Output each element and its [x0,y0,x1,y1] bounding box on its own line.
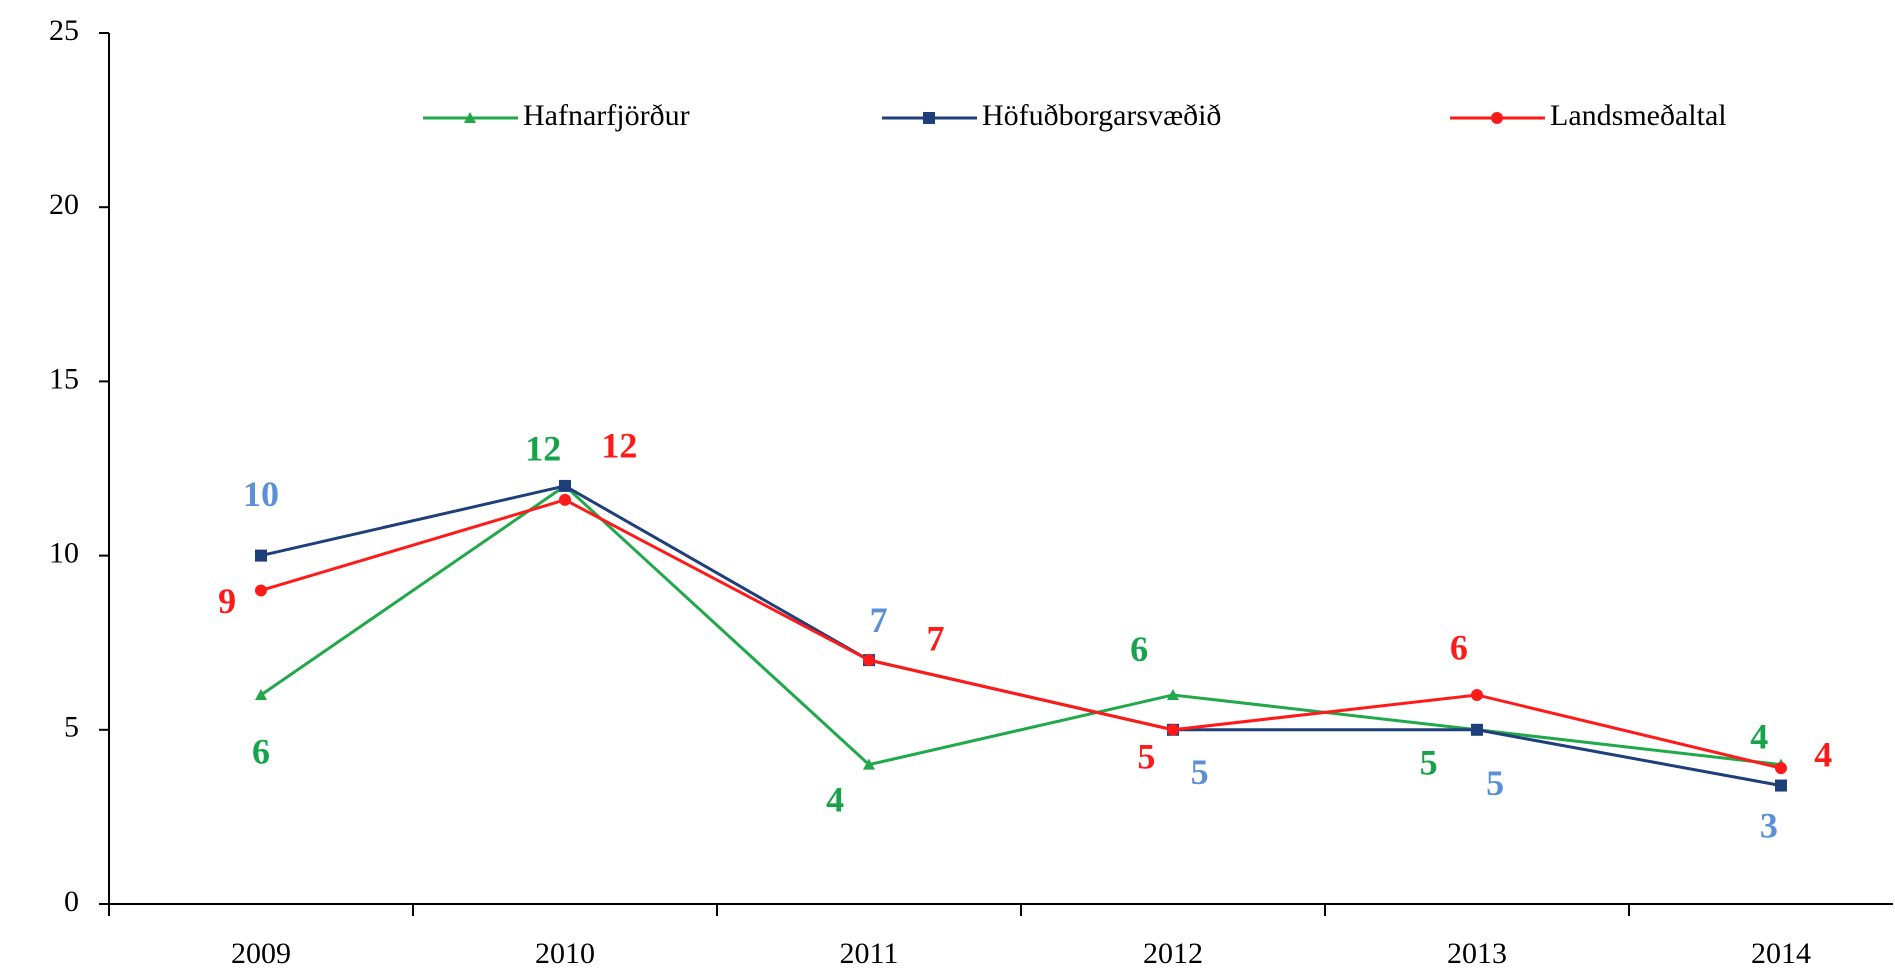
marker [1775,762,1787,775]
data-label: 4 [1750,717,1768,757]
data-label: 5 [1420,742,1438,782]
marker [255,688,267,700]
y-tick-label: 10 [49,536,79,569]
data-label: 6 [1450,628,1468,668]
x-tick-label: 2009 [231,937,291,970]
x-tick-label: 2013 [1447,937,1507,970]
legend-label: Höfuðborgarsvæðið [982,99,1221,132]
data-label: 12 [601,425,637,465]
marker [923,112,935,124]
data-label: 6 [1130,629,1148,669]
data-label: 5 [1191,752,1209,792]
marker [863,654,875,667]
marker [1471,688,1483,701]
x-tick-label: 2010 [535,937,595,970]
data-label: 9 [218,581,236,621]
data-label: 4 [826,780,844,820]
y-tick-label: 25 [49,14,79,47]
marker [863,758,875,770]
y-tick-label: 0 [64,885,79,918]
data-label: 7 [870,600,888,640]
data-label: 4 [1814,735,1832,775]
series-line [260,498,1782,770]
y-tick-label: 15 [49,362,79,395]
marker [464,112,476,123]
legend-label: Hafnarfjörður [523,99,690,132]
legend-label: Landsmeðaltal [1550,99,1727,132]
marker [1491,112,1503,124]
marker [255,584,267,597]
series-line [260,484,1782,767]
data-label: 12 [525,428,561,468]
data-label: 5 [1486,763,1504,803]
x-tick-label: 2011 [840,937,899,970]
data-label: 6 [252,732,270,772]
data-label: 3 [1760,805,1778,845]
x-tick-label: 2012 [1143,937,1203,970]
data-label: 10 [243,474,279,514]
marker [1167,723,1179,736]
data-label: 7 [926,618,944,658]
x-tick-label: 2014 [1751,937,1811,970]
marker [1471,723,1483,736]
data-label: 5 [1137,736,1155,776]
marker [255,549,267,562]
y-tick-label: 5 [64,711,79,744]
marker [559,479,571,492]
marker [559,493,571,506]
series-line [260,484,1782,788]
marker [1775,779,1787,792]
marker [1167,688,1179,700]
y-tick-label: 20 [49,188,79,221]
